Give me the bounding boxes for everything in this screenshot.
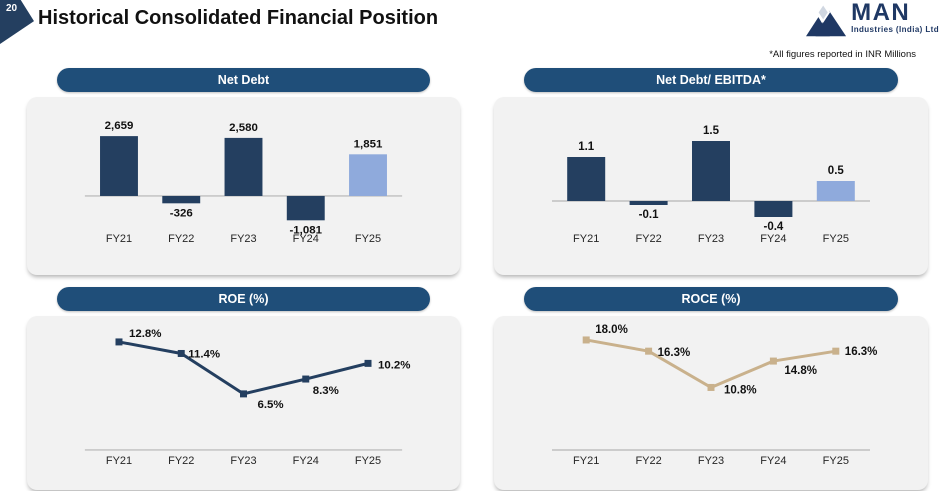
svg-text:14.8%: 14.8% [784,365,817,377]
svg-text:16.3%: 16.3% [845,346,878,358]
svg-text:12.8%: 12.8% [129,328,162,340]
svg-text:FY21: FY21 [573,233,599,245]
svg-text:1.5: 1.5 [703,125,720,137]
svg-text:FY23: FY23 [230,455,256,467]
svg-text:-0.4: -0.4 [763,221,783,233]
svg-text:FY22: FY22 [168,233,194,245]
svg-text:2,659: 2,659 [105,120,134,132]
svg-text:FY24: FY24 [760,233,786,245]
page-number: 20 [6,3,18,14]
svg-text:11.4%: 11.4% [188,348,220,360]
roe-panel: ROE (%) 12.8% FY21 11.4% FY22 6.5% FY23 8.3% FY… [27,287,460,490]
svg-text:FY22: FY22 [635,455,661,467]
svg-text:FY21: FY21 [106,233,132,245]
logo-subtitle: Industries (India) Ltd [851,25,939,35]
mountain-logo-icon [806,3,847,37]
svg-text:6.5%: 6.5% [257,399,283,411]
svg-text:1,851: 1,851 [354,138,383,150]
svg-text:FY23: FY23 [230,233,256,245]
roe-chart: 12.8% FY21 11.4% FY22 6.5% FY23 8.3% FY24 10.2% F… [27,316,460,490]
net-debt-title: Net Debt [57,68,430,92]
roce-chart: 18.0% FY21 16.3% FY22 10.8% FY23 14.8% FY24 16.3… [494,316,928,490]
svg-text:FY25: FY25 [823,455,849,467]
svg-text:0.5: 0.5 [828,165,845,177]
svg-text:-326: -326 [170,207,193,219]
svg-text:18.0%: 18.0% [595,324,628,336]
svg-text:2,580: 2,580 [229,122,258,134]
svg-text:-0.1: -0.1 [639,209,659,221]
net-debt-ebitda-title: Net Debt/ EBITDA* [524,68,898,92]
svg-text:-1,081: -1,081 [289,224,322,236]
svg-text:FY24: FY24 [760,455,786,467]
page-title: Historical Consolidated Financial Positi… [38,7,439,29]
svg-text:1.1: 1.1 [578,141,595,153]
roe-title: ROE (%) [57,287,430,311]
page-number-badge: 20 [0,0,34,44]
svg-text:FY25: FY25 [355,233,381,245]
svg-text:FY21: FY21 [573,455,599,467]
roce-panel: ROCE (%) 18.0% FY21 16.3% FY22 10.8% FY23 14.8… [494,287,928,490]
footnote: *All figures reported in INR Millions [769,49,916,60]
svg-text:FY23: FY23 [698,233,724,245]
svg-text:FY22: FY22 [168,455,194,467]
svg-text:FY21: FY21 [106,455,132,467]
svg-text:10.2%: 10.2% [378,359,411,371]
logo-name: MAN [851,0,911,26]
net-debt-chart: 2,659 FY21 -326 FY22 2,580 FY23 -1,081 FY24 1,85… [27,97,460,275]
company-logo: MAN Industries (India) Ltd [806,0,939,39]
roce-title: ROCE (%) [524,287,898,311]
net-debt-ebitda-panel: Net Debt/ EBITDA* 1.1 FY21 -0.1 FY22 1.5 FY23… [494,68,928,275]
net-debt-ebitda-chart: 1.1 FY21 -0.1 FY22 1.5 FY23 -0.4 FY24 0.5 FY25 [494,97,928,275]
svg-text:16.3%: 16.3% [658,347,691,359]
svg-text:FY22: FY22 [635,233,661,245]
svg-text:FY24: FY24 [293,233,319,245]
svg-text:FY25: FY25 [355,455,381,467]
svg-text:10.8%: 10.8% [724,384,757,396]
svg-text:FY25: FY25 [823,233,849,245]
svg-text:FY23: FY23 [698,455,724,467]
svg-text:8.3%: 8.3% [313,385,339,397]
svg-text:FY24: FY24 [293,455,319,467]
logo-text: MAN Industries (India) Ltd [851,0,939,35]
net-debt-panel: Net Debt 2,659 FY21 -326 FY22 2,580 FY23 -1,08… [27,68,460,275]
